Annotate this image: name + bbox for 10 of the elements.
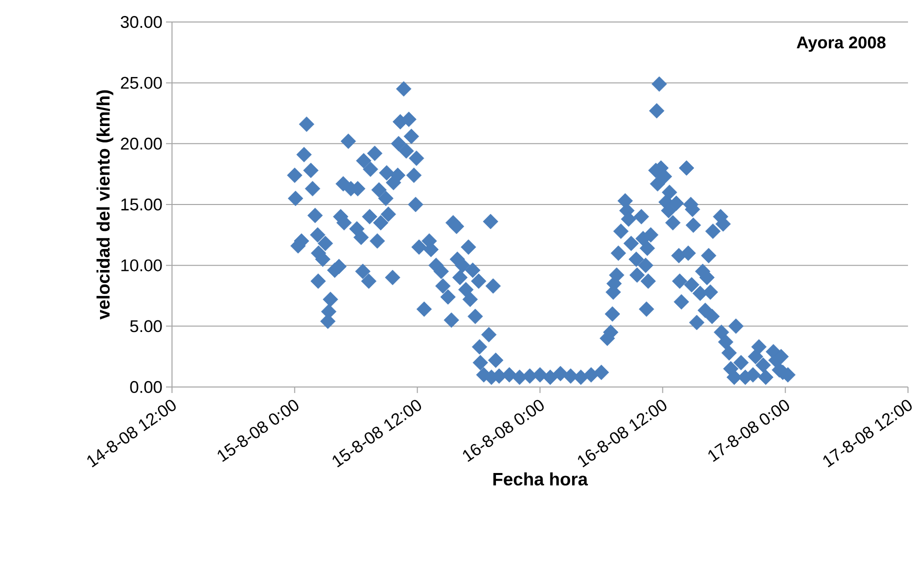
y-tick-label: 25.00 — [120, 76, 162, 89]
y-tick-label: 0.00 — [130, 381, 162, 393]
y-tick-label: 15.00 — [121, 198, 162, 210]
annotation: Ayora 2008 — [796, 36, 886, 52]
y-axis-title: velocidad del viento (km/h) — [96, 90, 114, 320]
y-tick-label: 10.00 — [121, 259, 162, 272]
y-tick-label: 30.00 — [120, 16, 162, 28]
y-tick-label: 20.00 — [120, 138, 162, 150]
y-tick-label: 5.00 — [130, 320, 162, 332]
x-axis-title: Fecha hora — [493, 472, 588, 486]
